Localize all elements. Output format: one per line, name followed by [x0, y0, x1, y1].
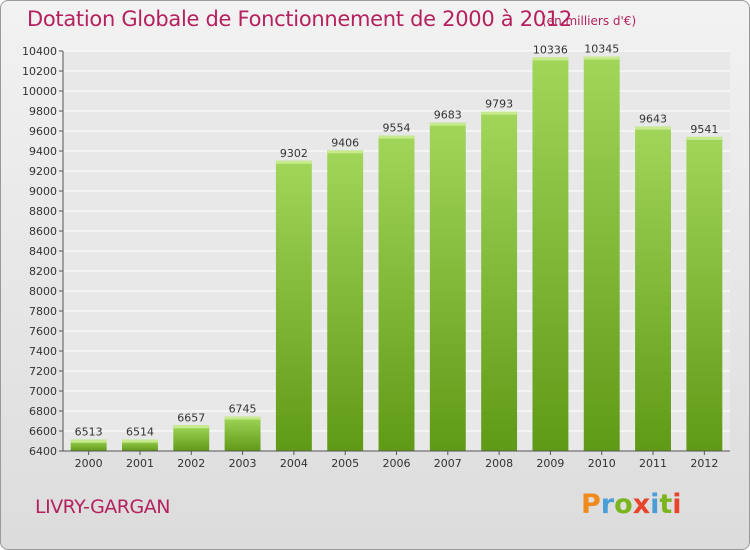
- chart-unit: (en milliers d'€): [542, 14, 637, 28]
- y-tick-label: 7000: [29, 385, 57, 398]
- bar-2000: [70, 439, 107, 451]
- value-label: 9554: [383, 122, 411, 135]
- y-tick-label: 7200: [29, 365, 57, 378]
- value-labels: 6513 6514 6657 6745 9302 9406 9554 9683 9793 1033…: [75, 43, 719, 439]
- logo-letter: r: [600, 489, 615, 520]
- value-label: 10336: [533, 43, 568, 56]
- bar-highlight: [378, 135, 415, 139]
- x-tick-label: 2012: [690, 457, 718, 470]
- logo-letter: x: [632, 489, 651, 520]
- y-tick-label: 8400: [29, 245, 57, 258]
- bar-highlight: [70, 439, 107, 443]
- x-tick-label: 2000: [75, 457, 103, 470]
- logo-letter: i: [650, 489, 660, 520]
- bar-2003: [224, 416, 261, 451]
- y-tick-label: 7600: [29, 325, 57, 338]
- logo-letter: P: [581, 489, 601, 520]
- y-tick-label: 10000: [22, 85, 57, 98]
- y-tick-label: 8600: [29, 225, 57, 238]
- bar-2004: [275, 160, 312, 452]
- y-tick-label: 9000: [29, 185, 57, 198]
- y-tick-label: 7800: [29, 305, 57, 318]
- y-tick-label: 9400: [29, 145, 57, 158]
- city-name: LIVRY-GARGAN: [35, 496, 170, 518]
- logo-letter: t: [659, 489, 673, 520]
- bar-highlight: [224, 416, 261, 420]
- x-tick-label: 2001: [126, 457, 154, 470]
- value-label: 6745: [229, 403, 257, 416]
- bar-2010: [583, 56, 620, 451]
- bar-highlight: [481, 111, 518, 115]
- bar-highlight: [635, 126, 671, 130]
- bar-2006: [378, 135, 415, 451]
- y-tick-label: 10400: [22, 45, 57, 58]
- x-tick-label: 2011: [639, 457, 667, 470]
- x-tick-label: 2004: [280, 457, 308, 470]
- y-tick-label: 8000: [29, 285, 57, 298]
- x-tick-label: 2008: [485, 457, 513, 470]
- x-tick-label: 2009: [536, 457, 564, 470]
- value-label: 9683: [434, 109, 462, 122]
- bar-highlight: [122, 439, 158, 443]
- bar-2007: [429, 122, 466, 451]
- chart-title: Dotation Globale de Fonctionnement de 20…: [27, 7, 572, 31]
- bar-2012: [686, 136, 723, 451]
- value-label: 9302: [280, 147, 308, 160]
- y-tick-label: 8200: [29, 265, 57, 278]
- bar-highlight: [583, 56, 620, 60]
- bar-2008: [481, 111, 518, 451]
- y-tick-label: 9600: [29, 125, 57, 138]
- y-tick-label: 9200: [29, 165, 57, 178]
- logo-letter: i: [672, 489, 682, 520]
- y-tick-label: 8800: [29, 205, 57, 218]
- value-label: 6513: [75, 426, 103, 439]
- x-axis: 2000 2001 2002 2003 2004 2005 2006 2007 2008 2009…: [63, 450, 730, 470]
- y-axis: 6400 6600 6800 7000 7200 7400 7600 7800 8000 8200…: [22, 45, 64, 458]
- bar-2011: [635, 126, 671, 451]
- bars-group: [70, 56, 723, 452]
- y-tick-label: 9800: [29, 105, 57, 118]
- x-tick-label: 2010: [588, 457, 616, 470]
- value-label: 10345: [584, 43, 619, 56]
- value-label: 9793: [485, 98, 513, 111]
- x-tick-label: 2007: [434, 457, 462, 470]
- y-tick-label: 6600: [29, 425, 57, 438]
- bar-2002: [173, 425, 210, 451]
- value-label: 9643: [639, 113, 667, 126]
- y-tick-label: 10200: [22, 65, 57, 78]
- value-label: 9406: [331, 136, 359, 149]
- bar-2009: [532, 57, 569, 452]
- bar-highlight: [173, 425, 210, 429]
- bar-2001: [122, 439, 158, 451]
- bar-highlight: [532, 57, 569, 61]
- bar-highlight: [686, 136, 723, 140]
- value-label: 6514: [126, 426, 154, 439]
- y-tick-label: 7400: [29, 345, 57, 358]
- y-tick-label: 6400: [29, 445, 57, 458]
- bar-highlight: [327, 150, 364, 154]
- x-tick-label: 2002: [177, 457, 205, 470]
- x-tick-label: 2005: [331, 457, 359, 470]
- bar-highlight: [275, 160, 312, 164]
- value-label: 9541: [690, 123, 718, 136]
- x-tick-label: 2003: [229, 457, 257, 470]
- proxiti-logo[interactable]: Proxiti: [581, 489, 682, 520]
- logo-letter: o: [614, 489, 633, 520]
- x-tick-label: 2006: [383, 457, 411, 470]
- value-label: 6657: [177, 411, 205, 424]
- bar-highlight: [429, 122, 466, 126]
- y-tick-label: 6800: [29, 405, 57, 418]
- bar-2005: [327, 150, 364, 451]
